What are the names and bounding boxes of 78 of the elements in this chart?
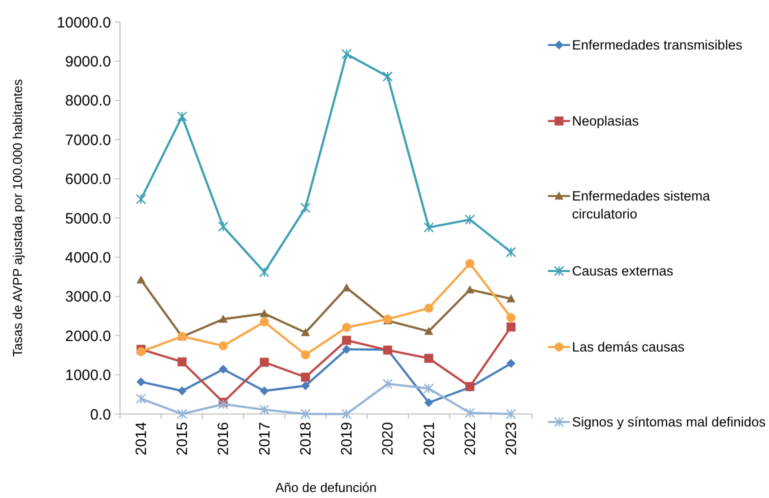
x-tick-label: 2019 — [338, 422, 356, 456]
point — [300, 202, 311, 213]
point — [506, 313, 516, 322]
y-tick-label: 7000.0 — [65, 132, 111, 149]
point — [465, 258, 474, 268]
point — [342, 344, 352, 354]
point — [259, 266, 270, 278]
y-tick-label: 1000.0 — [65, 367, 111, 384]
point — [424, 383, 434, 394]
point — [136, 394, 146, 404]
y-tick-label: 9000.0 — [65, 53, 111, 70]
point — [342, 336, 352, 345]
legend-label: Causas externas — [572, 264, 674, 279]
x-tick-label: 2014 — [133, 422, 150, 456]
y-tick-label: 8000.0 — [65, 92, 111, 110]
x-tick-label: 2023 — [503, 422, 520, 456]
legend-label: Las demás causas — [572, 340, 685, 355]
point — [260, 317, 269, 326]
point — [506, 358, 516, 368]
point — [464, 214, 476, 225]
point — [341, 48, 352, 60]
x-tick-label: 2015 — [174, 422, 192, 456]
point — [136, 275, 146, 284]
point — [300, 408, 311, 420]
y-axis-title: Tasas de AVPP ajustada por 100.000 habitantes — [10, 78, 25, 357]
y-tick-label: 2000.0 — [65, 328, 111, 345]
x-tick-label: 2022 — [462, 422, 479, 456]
point — [424, 398, 434, 408]
y-tick-label: 3000.0 — [65, 288, 111, 306]
x-tick-label: 2016 — [215, 422, 232, 456]
point — [218, 399, 228, 410]
y-tick-label: 5000.0 — [65, 210, 111, 228]
point — [178, 386, 187, 396]
point — [382, 378, 393, 389]
point — [341, 408, 352, 420]
point — [465, 285, 474, 294]
point — [218, 364, 228, 374]
point — [506, 408, 516, 420]
point — [424, 304, 434, 313]
point — [218, 221, 228, 232]
point — [424, 326, 434, 335]
x-tick-label: 2021 — [420, 422, 438, 456]
point — [260, 386, 269, 396]
legend-label: Enfermedades transmisibles — [572, 38, 743, 53]
point — [176, 111, 188, 122]
point — [178, 357, 187, 366]
x-tick-label: 2020 — [380, 422, 397, 456]
point — [218, 314, 228, 323]
point — [300, 381, 310, 390]
point — [300, 372, 310, 382]
point — [382, 71, 393, 82]
legend-label: Enfermedades sistema circulatorio — [572, 188, 711, 222]
point — [424, 354, 434, 363]
legend-label: Neoplasias — [572, 114, 640, 129]
point — [506, 246, 516, 258]
y-tick-label: 0.0 — [90, 406, 111, 424]
x-tick-label: 2017 — [256, 422, 274, 456]
y-tick-label: 6000.0 — [65, 171, 111, 188]
point — [136, 194, 146, 204]
legend-label: Signos y síntomas mal definidos — [572, 414, 766, 430]
point — [136, 347, 146, 356]
point — [260, 309, 269, 318]
point — [176, 408, 188, 420]
point — [218, 341, 228, 350]
point — [506, 294, 516, 302]
point — [259, 404, 270, 415]
point — [464, 408, 476, 418]
point — [300, 328, 310, 336]
x-axis-title: Año de defunción — [275, 480, 377, 495]
point — [300, 350, 310, 360]
point — [342, 322, 352, 332]
x-tick-label: 2018 — [297, 422, 314, 456]
point — [424, 222, 434, 233]
y-tick-label: 10000.0 — [56, 14, 111, 32]
point — [506, 322, 516, 332]
point — [136, 377, 146, 386]
point — [260, 358, 269, 367]
y-tick-label: 4000.0 — [65, 249, 111, 266]
